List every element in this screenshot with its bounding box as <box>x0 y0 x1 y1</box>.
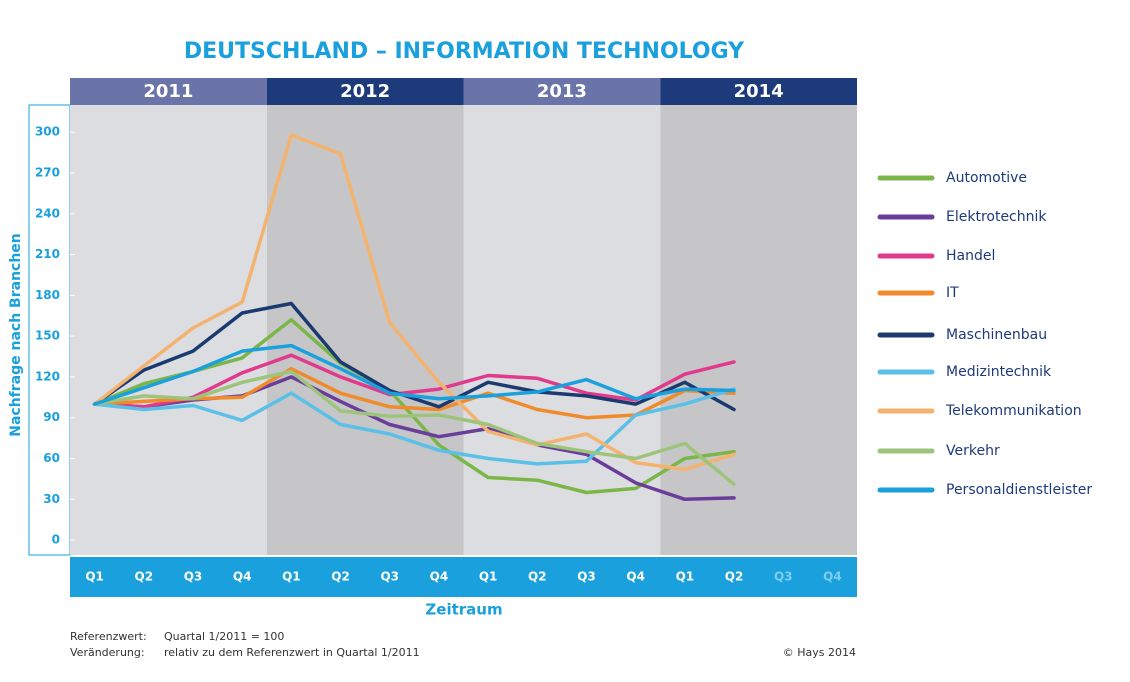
series-line <box>92 369 736 487</box>
year-label: 2012 <box>340 81 390 102</box>
y-axis-label: Nachfrage nach Branchen <box>8 233 24 437</box>
legend-label: Elektrotechnik <box>946 209 1047 225</box>
year-header <box>660 78 857 105</box>
year-label: 2011 <box>143 81 193 102</box>
y-tick-label: 90 <box>43 410 60 424</box>
x-tick-label: Q2 <box>725 570 744 584</box>
year-header <box>70 78 267 105</box>
footnote-text: Quartal 1/2011 = 100 <box>164 630 284 643</box>
y-tick-label: 60 <box>43 451 60 465</box>
series-line <box>92 387 736 466</box>
x-axis-band <box>70 557 857 597</box>
x-tick-label: Q4 <box>823 570 842 584</box>
x-tick-label: Q4 <box>626 570 645 584</box>
chart-title: DEUTSCHLAND – INFORMATION TECHNOLOGY <box>184 39 745 64</box>
y-tick-label: 210 <box>35 247 60 261</box>
y-tick-label: 0 <box>52 533 60 547</box>
year-column <box>70 105 267 555</box>
x-tick-label: Q1 <box>85 570 104 584</box>
copyright: © Hays 2014 <box>783 646 856 659</box>
year-header <box>463 78 661 105</box>
series-line <box>92 366 736 420</box>
x-tick-label: Q4 <box>233 570 252 584</box>
x-tick-label: Q2 <box>528 570 547 584</box>
series-line <box>92 353 736 409</box>
year-column <box>660 105 857 555</box>
x-axis-label: Zeitraum <box>425 601 502 619</box>
legend-label: Personaldienstleister <box>946 482 1092 498</box>
year-column <box>266 105 464 555</box>
x-tick-label: Q3 <box>380 570 399 584</box>
legend-label: Medizintechnik <box>946 364 1052 380</box>
y-tick-label: 30 <box>43 492 60 506</box>
footnote-text: relativ zu dem Referenzwert in Quartal 1… <box>164 646 420 659</box>
x-tick-label: Q2 <box>331 570 350 584</box>
year-label: 2014 <box>734 81 784 102</box>
footnote-key: Veränderung: <box>70 646 145 659</box>
y-tick-label: 120 <box>35 369 60 383</box>
x-tick-label: Q2 <box>135 570 154 584</box>
legend-label: Maschinenbau <box>946 327 1047 343</box>
y-tick-label: 240 <box>35 206 60 220</box>
year-header <box>266 78 464 105</box>
x-tick-label: Q4 <box>430 570 449 584</box>
legend-label: Handel <box>946 248 995 264</box>
x-tick-label: Q1 <box>479 570 498 584</box>
x-tick-label: Q3 <box>184 570 203 584</box>
y-tick-label: 150 <box>35 329 60 343</box>
y-axis-frame <box>28 104 71 556</box>
footnote-key: Referenzwert: <box>70 630 147 643</box>
series-line <box>92 343 736 406</box>
x-tick-label: Q3 <box>774 570 793 584</box>
series-line <box>92 301 736 412</box>
year-label: 2013 <box>537 81 587 102</box>
legend-label: Telekommunikation <box>945 403 1082 419</box>
x-tick-label: Q1 <box>676 570 695 584</box>
x-tick-label: Q3 <box>577 570 596 584</box>
y-tick-label: 180 <box>35 288 60 302</box>
x-tick-label: Q1 <box>282 570 301 584</box>
legend-label: Verkehr <box>946 443 1000 459</box>
y-tick-label: 270 <box>35 165 60 179</box>
legend-label: Automotive <box>946 170 1027 186</box>
y-tick-label: 300 <box>35 125 60 139</box>
legend-label: IT <box>946 285 959 301</box>
